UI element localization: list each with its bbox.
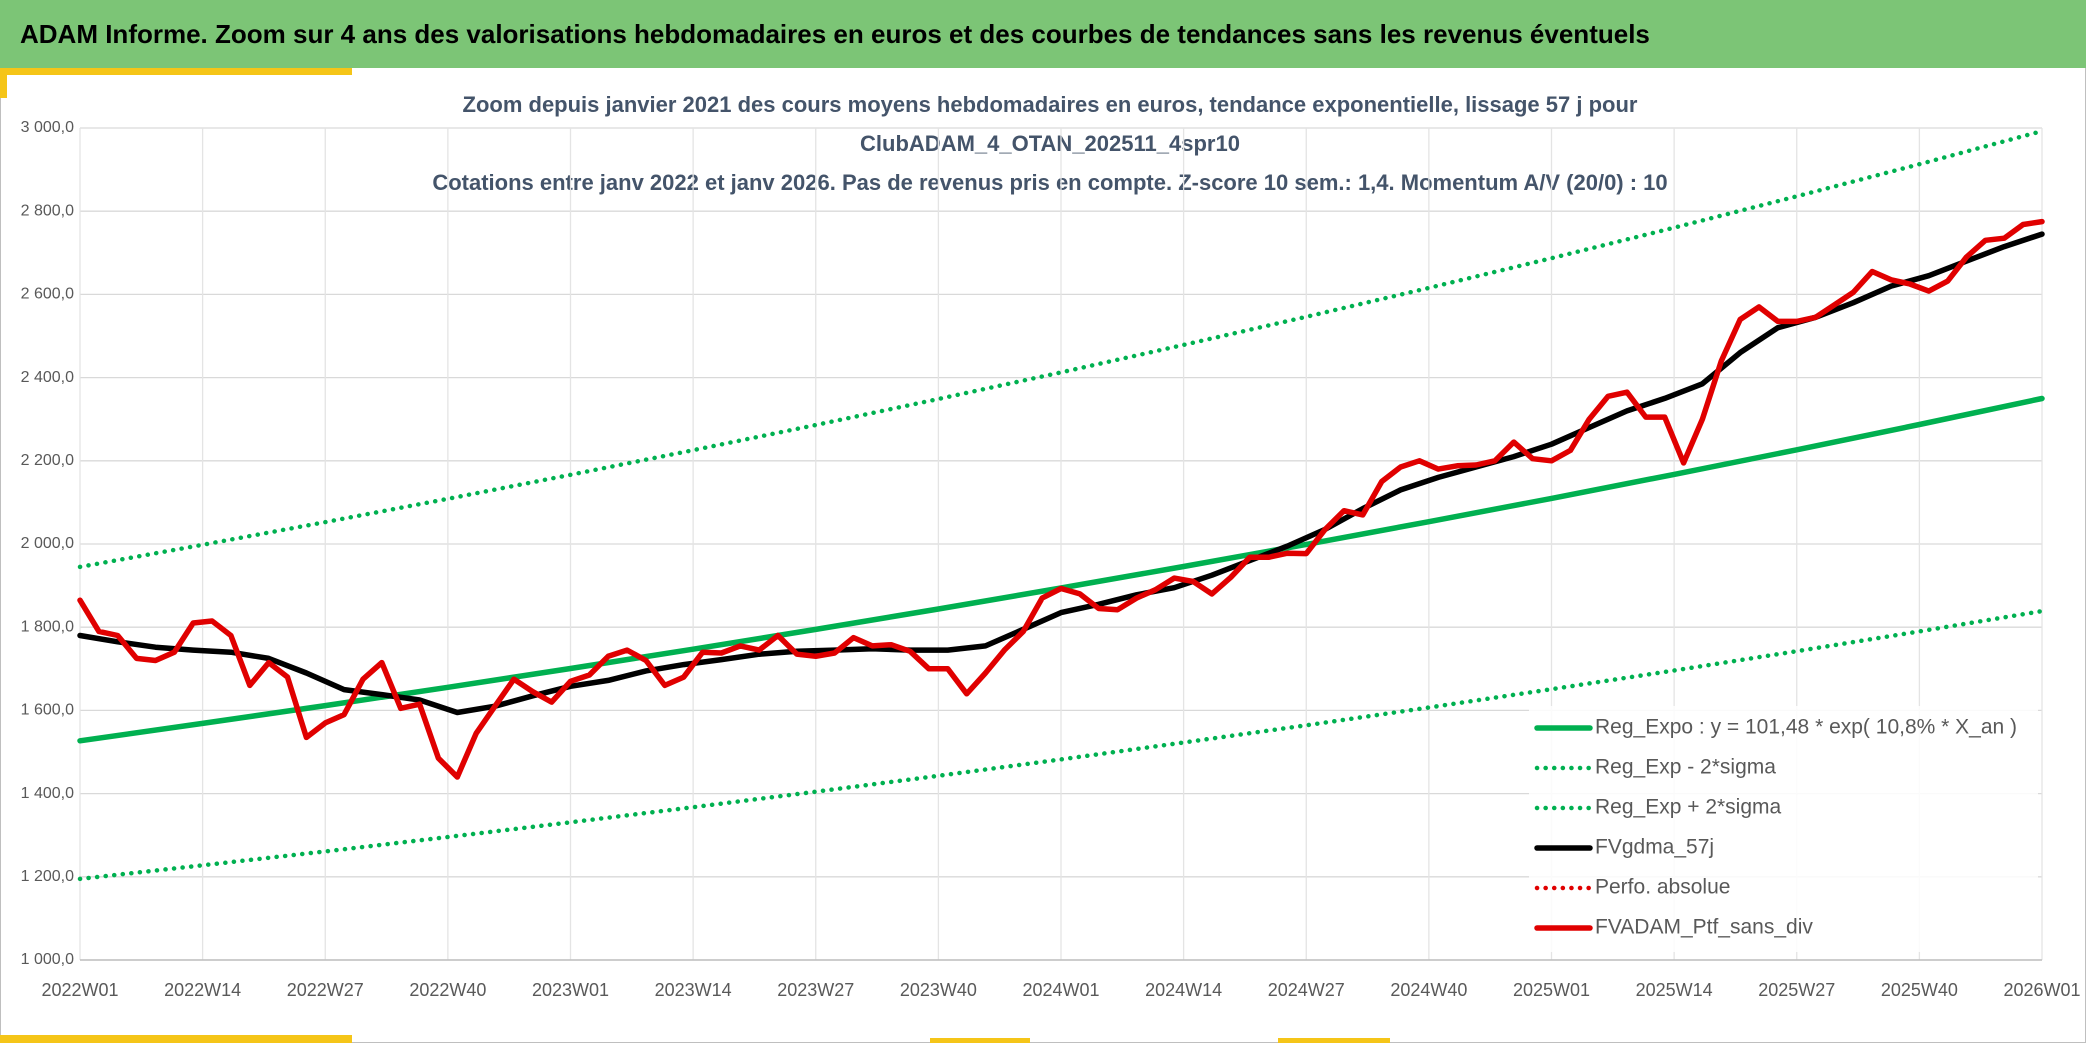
- y-tick-label: 1 400,0: [21, 785, 74, 802]
- x-tick-label: 2022W27: [287, 980, 364, 1000]
- header-bar: [0, 0, 2086, 68]
- accent-left: [0, 68, 7, 98]
- chart-title: Cotations entre janv 2022 et janv 2026. …: [432, 170, 1667, 195]
- legend-label: Reg_Exp + 2*sigma: [1595, 796, 1782, 819]
- legend-label: Reg_Expo : y = 101,48 * exp( 10,8% * X_a…: [1595, 716, 2017, 739]
- legend-label: Perfo. absolue: [1595, 876, 1730, 899]
- legend-label: FVgdma_57j: [1595, 836, 1714, 859]
- series-line: [77, 608, 2045, 882]
- x-tick-label: 2024W27: [1268, 980, 1345, 1000]
- x-tick-label: 2023W27: [777, 980, 854, 1000]
- series-line: [77, 218, 2045, 780]
- legend-label: Reg_Exp - 2*sigma: [1595, 756, 1776, 779]
- y-tick-label: 2 000,0: [21, 535, 74, 552]
- x-tick-label: 2022W40: [409, 980, 486, 1000]
- y-tick-label: 2 400,0: [21, 369, 74, 386]
- y-tick-label: 1 600,0: [21, 702, 74, 719]
- x-tick-label: 2022W01: [41, 980, 118, 1000]
- legend-box: [1529, 706, 2038, 952]
- accent-top: [0, 68, 352, 75]
- x-tick-label: 2026W01: [2003, 980, 2080, 1000]
- y-tick-label: 2 200,0: [21, 452, 74, 469]
- x-tick-label: 2025W27: [1758, 980, 1835, 1000]
- accent-bottom: [0, 1035, 352, 1043]
- x-tick-label: 2025W01: [1513, 980, 1590, 1000]
- x-tick-label: 2023W40: [900, 980, 977, 1000]
- x-tick-label: 2022W14: [164, 980, 241, 1000]
- chart-title: Zoom depuis janvier 2021 des cours moyen…: [463, 92, 1638, 117]
- y-tick-label: 1 800,0: [21, 618, 74, 635]
- legend-label: FVADAM_Ptf_sans_div: [1595, 916, 1813, 939]
- y-tick-label: 1 000,0: [21, 951, 74, 968]
- y-tick-label: 2 800,0: [21, 202, 74, 219]
- chart-title: ClubADAM_4_OTAN_202511_4spr10: [860, 131, 1240, 156]
- y-tick-label: 2 600,0: [21, 286, 74, 303]
- x-tick-label: 2024W01: [1022, 980, 1099, 1000]
- x-tick-label: 2024W14: [1145, 980, 1222, 1000]
- y-tick-label: 3 000,0: [21, 119, 74, 136]
- accent-bottom-2: [930, 1038, 1030, 1043]
- y-tick-label: 1 200,0: [21, 868, 74, 885]
- x-tick-label: 2024W40: [1390, 980, 1467, 1000]
- header-title: ADAM Informe. Zoom sur 4 ans des valoris…: [20, 19, 1650, 49]
- x-tick-label: 2025W40: [1881, 980, 1958, 1000]
- accent-bottom-3: [1278, 1038, 1390, 1043]
- x-tick-label: 2023W14: [655, 980, 732, 1000]
- x-tick-label: 2023W01: [532, 980, 609, 1000]
- x-tick-label: 2025W14: [1636, 980, 1713, 1000]
